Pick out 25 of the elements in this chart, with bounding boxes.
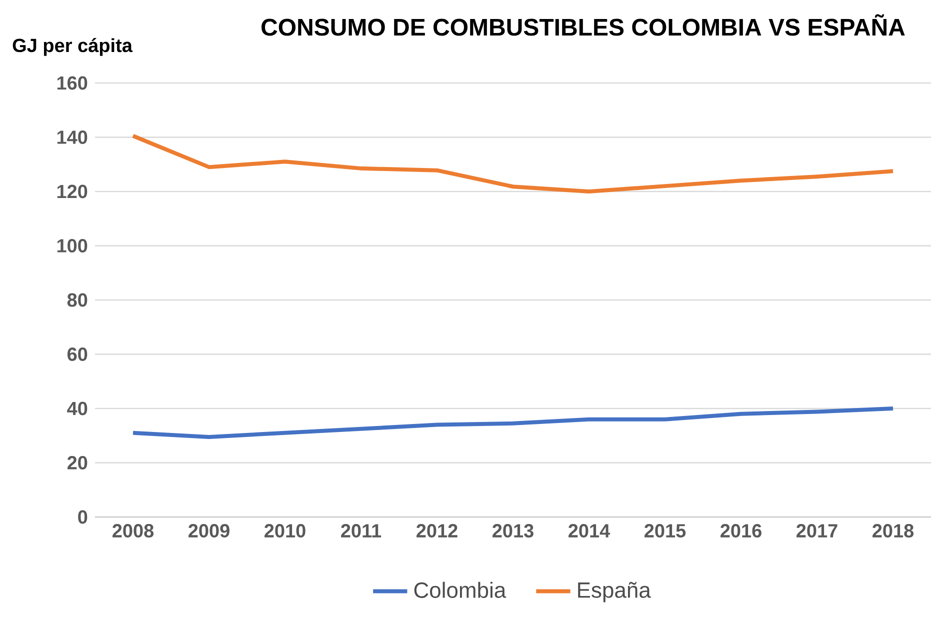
x-tick-label: 2016 [720,524,762,538]
x-tick-label: 2010 [264,524,306,538]
y-tick-label: 60 [67,348,88,361]
line-series [131,134,895,194]
x-tick-label: 2013 [492,524,534,538]
y-tick-label: 160 [57,76,88,90]
y-tick-label: 100 [57,239,88,252]
x-tick-label: 2008 [112,524,154,538]
y-tick-label: 80 [67,293,88,307]
x-tick-label: 2011 [341,524,382,538]
x-tick-label: 2014 [568,524,610,538]
legend-label: España [578,582,651,602]
x-tick-label: 2018 [872,524,914,538]
y-tick-label: 120 [57,184,88,198]
chart-title: CONSUMO DE COMBUSTIBLES COLOMBIA VS ESPAÑA [262,14,905,36]
legend-label: Colombia [414,582,506,598]
y-tick-label: 0 [78,510,88,524]
y-tick-label: 140 [57,130,88,144]
y-tick-label: 40 [67,402,88,416]
x-tick-label: 2015 [644,524,686,538]
x-tick-label: 2012 [416,524,458,538]
y-axis-title: GJ per cápita [12,38,133,56]
y-tick-label: 20 [67,456,88,470]
x-tick-label: 2009 [188,524,230,538]
x-tick-label: 2017 [796,524,838,538]
